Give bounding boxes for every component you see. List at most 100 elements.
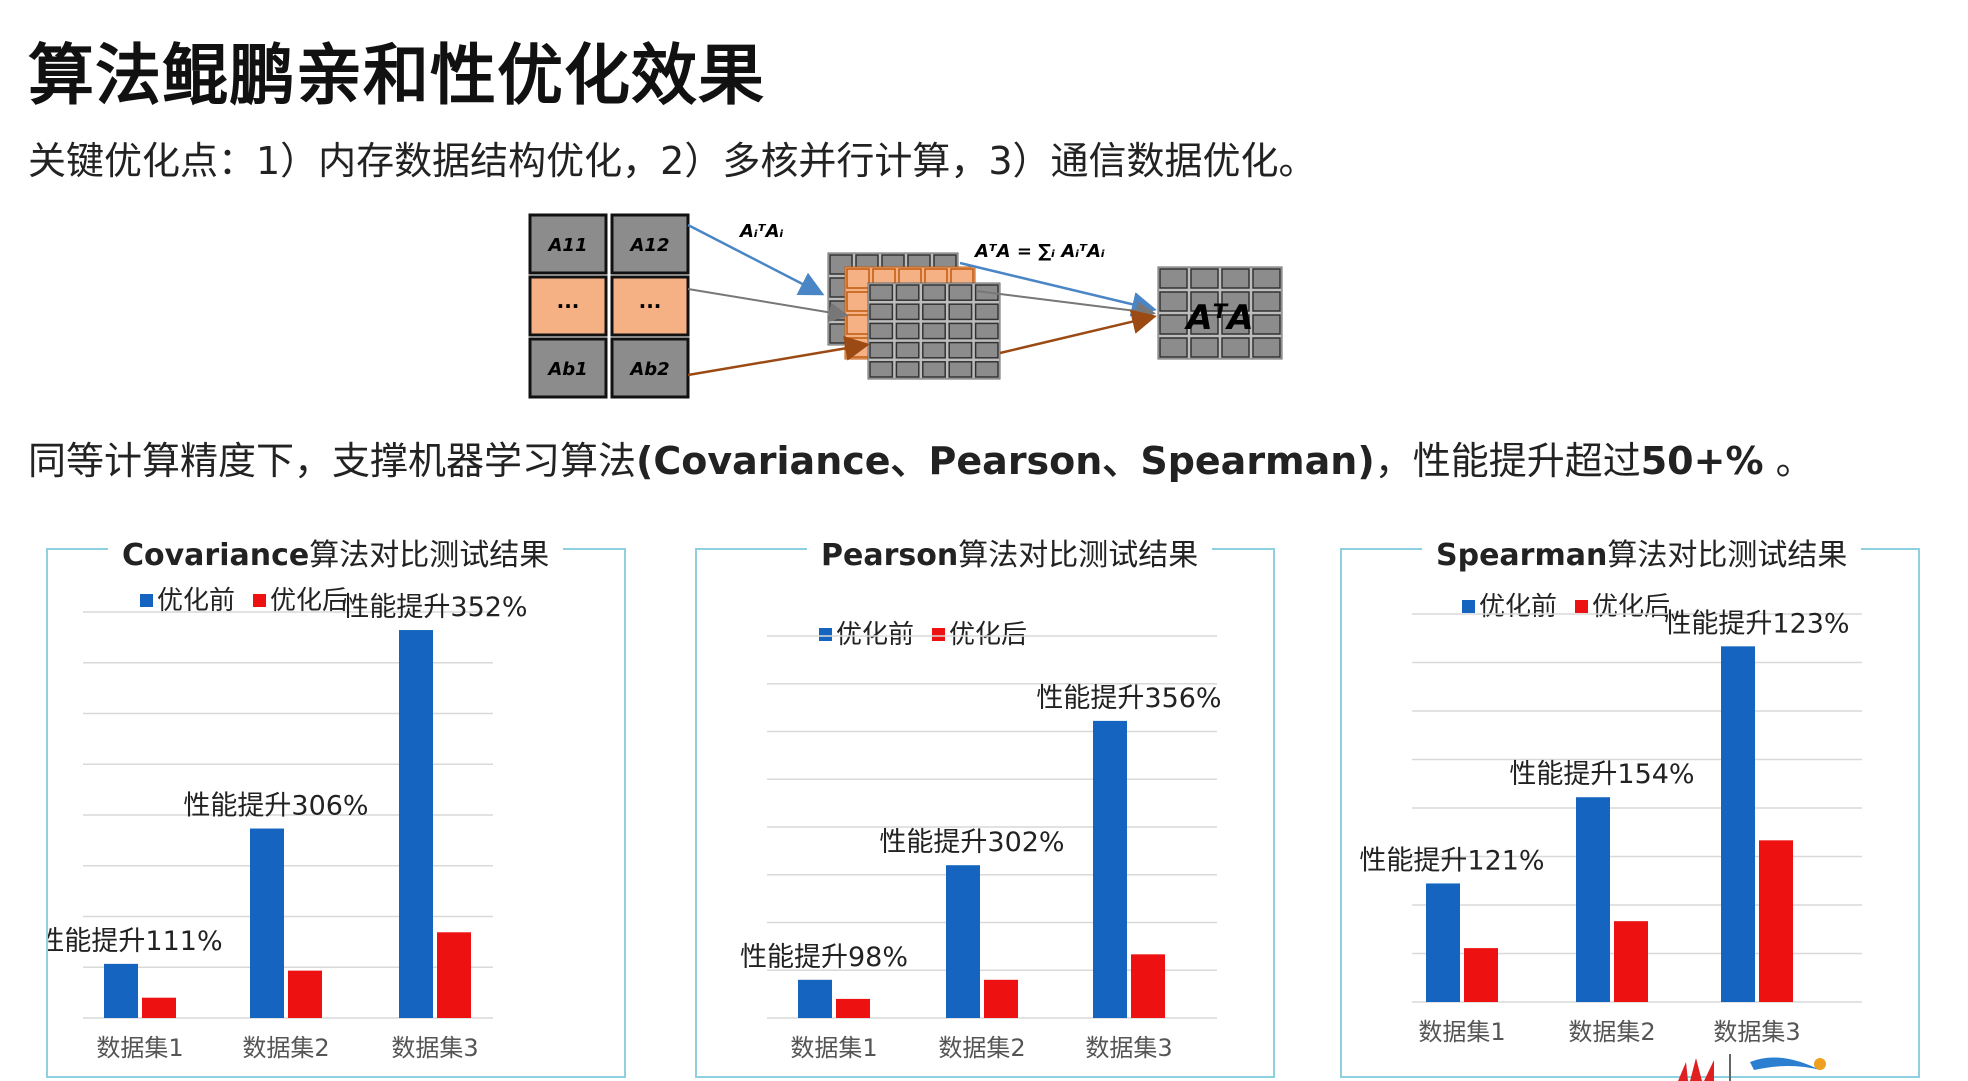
grid-cell: [1221, 314, 1250, 335]
chart-title: Spearman算法对比测试结果: [1422, 530, 1862, 574]
bar-after: [1614, 921, 1648, 1002]
bar-before: [946, 865, 980, 1018]
grid-cell: [846, 314, 870, 335]
spearman-bar-chart: 数据集1 性能提升121% 数据集2 性能提升154% 数据集3 性能提升123%: [1359, 608, 1862, 1046]
improvement-annotation: 性能提升111%: [48, 926, 223, 957]
arrow: [687, 223, 825, 296]
grid-cell: [1159, 291, 1188, 312]
grid-cell: [922, 284, 946, 301]
claim-suffix: ，性能提升超过: [1374, 439, 1641, 483]
pearson-chart-panel: Pearson算法对比测试结果 优化前 优化后 数据集1 性能提升98% 数据集2 性能…: [695, 530, 1275, 1078]
improvement-annotation: 性能提升121%: [1359, 845, 1544, 876]
grid-cell: [1190, 314, 1219, 335]
bar-after: [1131, 954, 1165, 1018]
legend-label-before: 优化前: [836, 620, 915, 650]
legend-swatch-after: [932, 628, 946, 641]
category-label: 数据集2: [242, 1034, 329, 1062]
claim-value: 50+%: [1640, 439, 1764, 483]
grid-cell: [948, 284, 973, 301]
grid-cell: [948, 361, 973, 378]
grid-cell: [869, 322, 894, 340]
cell-label: A12: [629, 235, 670, 256]
grid-cell: [922, 361, 946, 378]
grid-cell: [895, 361, 920, 378]
legend-swatch-before: [819, 628, 832, 641]
claim-end: 。: [1763, 439, 1814, 483]
chart-title-en: Pearson: [821, 538, 959, 573]
improvement-annotation: 性能提升356%: [1036, 683, 1221, 714]
result-label: AᵀA: [1183, 298, 1253, 338]
category-label: 数据集1: [790, 1034, 877, 1062]
pearson-bar-chart: 数据集1 性能提升98% 数据集2 性能提升302% 数据集3 性能提升356%: [740, 635, 1222, 1062]
grid-cell: [974, 303, 999, 321]
bar-before: [798, 979, 832, 1018]
grid-cell: [922, 341, 946, 359]
grid-cell: [895, 303, 920, 321]
bar-after: [437, 932, 471, 1018]
grid-cell: [1159, 268, 1188, 289]
chart-legend: 优化前 优化后: [140, 580, 366, 617]
grid-cell: [1190, 291, 1219, 312]
grid-cell: [846, 268, 870, 289]
legend-swatch-after: [1575, 600, 1589, 613]
page-title: 算法鲲鹏亲和性优化效果: [28, 37, 765, 114]
legend-swatch-before: [1462, 600, 1475, 613]
category-label: 数据集1: [96, 1034, 183, 1062]
bar-after: [984, 979, 1018, 1018]
legend-label-after: 优化后: [1592, 592, 1671, 622]
legend-label-after: 优化后: [949, 620, 1028, 650]
category-label: 数据集3: [1713, 1018, 1800, 1046]
bar-before: [1093, 720, 1127, 1018]
grid-cell: [974, 361, 999, 378]
improvement-annotation: 性能提升302%: [879, 827, 1064, 858]
covariance-bar-chart: 数据集1 性能提升111% 数据集2 性能提升306% 数据集3 性能提升352%: [48, 592, 528, 1062]
grid-cell: [1159, 337, 1188, 358]
chart-title-en: Spearman: [1436, 538, 1608, 573]
grid-cell: [1252, 291, 1281, 312]
arrow: [959, 261, 1157, 317]
covariance-chart-panel: Covariance算法对比测试结果 优化前 优化后 数据集1 性能提升111% 数据…: [46, 530, 626, 1078]
arrow: [975, 290, 1156, 321]
bar-before: [1721, 646, 1755, 1002]
bar-after: [1759, 840, 1793, 1002]
cell-label: ···: [639, 294, 662, 318]
bar-after: [288, 970, 322, 1018]
logo-mark: [1678, 1054, 1826, 1081]
matrix-diagram: A11 A12 ··· ··· Ab1 Ab2 AᵀA AᵢᵀAᵢ AᵀA = …: [528, 213, 1283, 399]
bar-before: [1426, 883, 1460, 1002]
claim-algorithms: (Covariance、Pearson、Spearman): [636, 439, 1375, 483]
legend-label-before: 优化前: [1479, 592, 1558, 622]
arrow: [999, 309, 1157, 355]
bar-before: [399, 630, 433, 1018]
spearman-chart-panel: Spearman算法对比测试结果 优化前 优化后 数据集1 性能提升121% 数据集2…: [1340, 530, 1920, 1078]
category-label: 数据集3: [391, 1034, 478, 1062]
bar-after: [1464, 948, 1498, 1002]
block-matrix: A11 A12 ··· ··· Ab1 Ab2: [528, 213, 690, 399]
improvement-annotation: 性能提升352%: [342, 592, 527, 623]
bar-before: [250, 828, 284, 1018]
chart-title: Pearson算法对比测试结果: [807, 530, 1213, 574]
formula-label: AᵢᵀAᵢ: [738, 221, 784, 242]
grid-cell: [948, 341, 973, 359]
grid-cell: [1190, 337, 1219, 358]
chart-title-zh: 算法对比测试结果: [958, 538, 1199, 573]
category-label: 数据集1: [1418, 1018, 1505, 1046]
improvement-annotation: 性能提升154%: [1509, 759, 1694, 790]
grid-cell: [869, 341, 894, 359]
cell-label: Ab1: [546, 359, 587, 380]
category-label: 数据集2: [1568, 1018, 1655, 1046]
grid-cell: [1159, 314, 1188, 335]
grid-cell: [1252, 314, 1281, 335]
grid-cell: [974, 322, 999, 340]
arrow: [687, 288, 849, 323]
grid-cell: [1252, 268, 1281, 289]
bar-after: [836, 998, 870, 1018]
grid-cell: [869, 284, 894, 301]
chart-title: Covariance算法对比测试结果: [108, 530, 564, 574]
claim-prefix: 同等计算精度下，支撑机器学习算法: [28, 439, 637, 483]
performance-claim: 同等计算精度下，支撑机器学习算法(Covariance、Pearson、Spea…: [28, 430, 1814, 485]
chart-legend: 优化前 优化后: [1462, 586, 1688, 623]
cell-label: ···: [557, 294, 580, 318]
grid-cell: [846, 291, 870, 312]
improvement-annotation: 性能提升98%: [740, 942, 908, 973]
